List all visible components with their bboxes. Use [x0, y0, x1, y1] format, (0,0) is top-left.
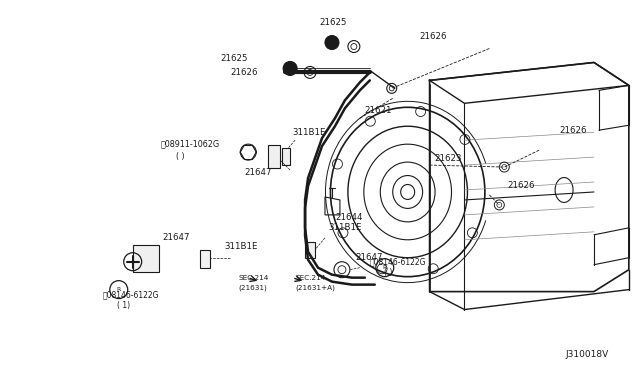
Text: R: R [116, 287, 121, 292]
Text: 311B1E: 311B1E [225, 242, 258, 251]
Polygon shape [268, 145, 280, 168]
Text: ⓝ08911-1062G: ⓝ08911-1062G [161, 140, 220, 149]
Text: 21644: 21644 [335, 214, 362, 222]
Text: 21623: 21623 [435, 154, 462, 163]
Text: 21626: 21626 [559, 126, 587, 135]
Text: Ⓡ08146-6122G: Ⓡ08146-6122G [103, 290, 159, 299]
Text: 21625: 21625 [221, 54, 248, 63]
Polygon shape [132, 245, 159, 272]
Text: Ⓡ08146-6122G: Ⓡ08146-6122G [370, 257, 426, 266]
Text: 311B1E: 311B1E [292, 128, 326, 137]
Text: SEC.214: SEC.214 [295, 275, 326, 280]
Text: 21647: 21647 [355, 253, 382, 262]
Polygon shape [305, 242, 315, 258]
Text: 21626: 21626 [420, 32, 447, 41]
Text: R: R [383, 265, 387, 270]
Text: 21647: 21647 [163, 233, 190, 242]
Text: 21621: 21621 [365, 106, 392, 115]
Text: 21647: 21647 [244, 167, 272, 177]
Text: 21626: 21626 [231, 68, 258, 77]
Circle shape [283, 61, 297, 76]
Text: (21631+A): (21631+A) [295, 284, 335, 291]
Text: J310018V: J310018V [566, 350, 609, 359]
Text: SEC.214: SEC.214 [238, 275, 269, 280]
Text: 21626: 21626 [508, 180, 535, 189]
Polygon shape [282, 148, 290, 165]
Polygon shape [200, 250, 211, 268]
Text: ( ): ( ) [175, 152, 184, 161]
Text: ( ): ( ) [384, 268, 392, 277]
Text: 311B1E: 311B1E [328, 223, 362, 232]
Circle shape [325, 36, 339, 49]
Text: ( 1): ( 1) [116, 301, 130, 310]
Text: 21625: 21625 [319, 18, 347, 27]
Text: (21631): (21631) [238, 284, 267, 291]
